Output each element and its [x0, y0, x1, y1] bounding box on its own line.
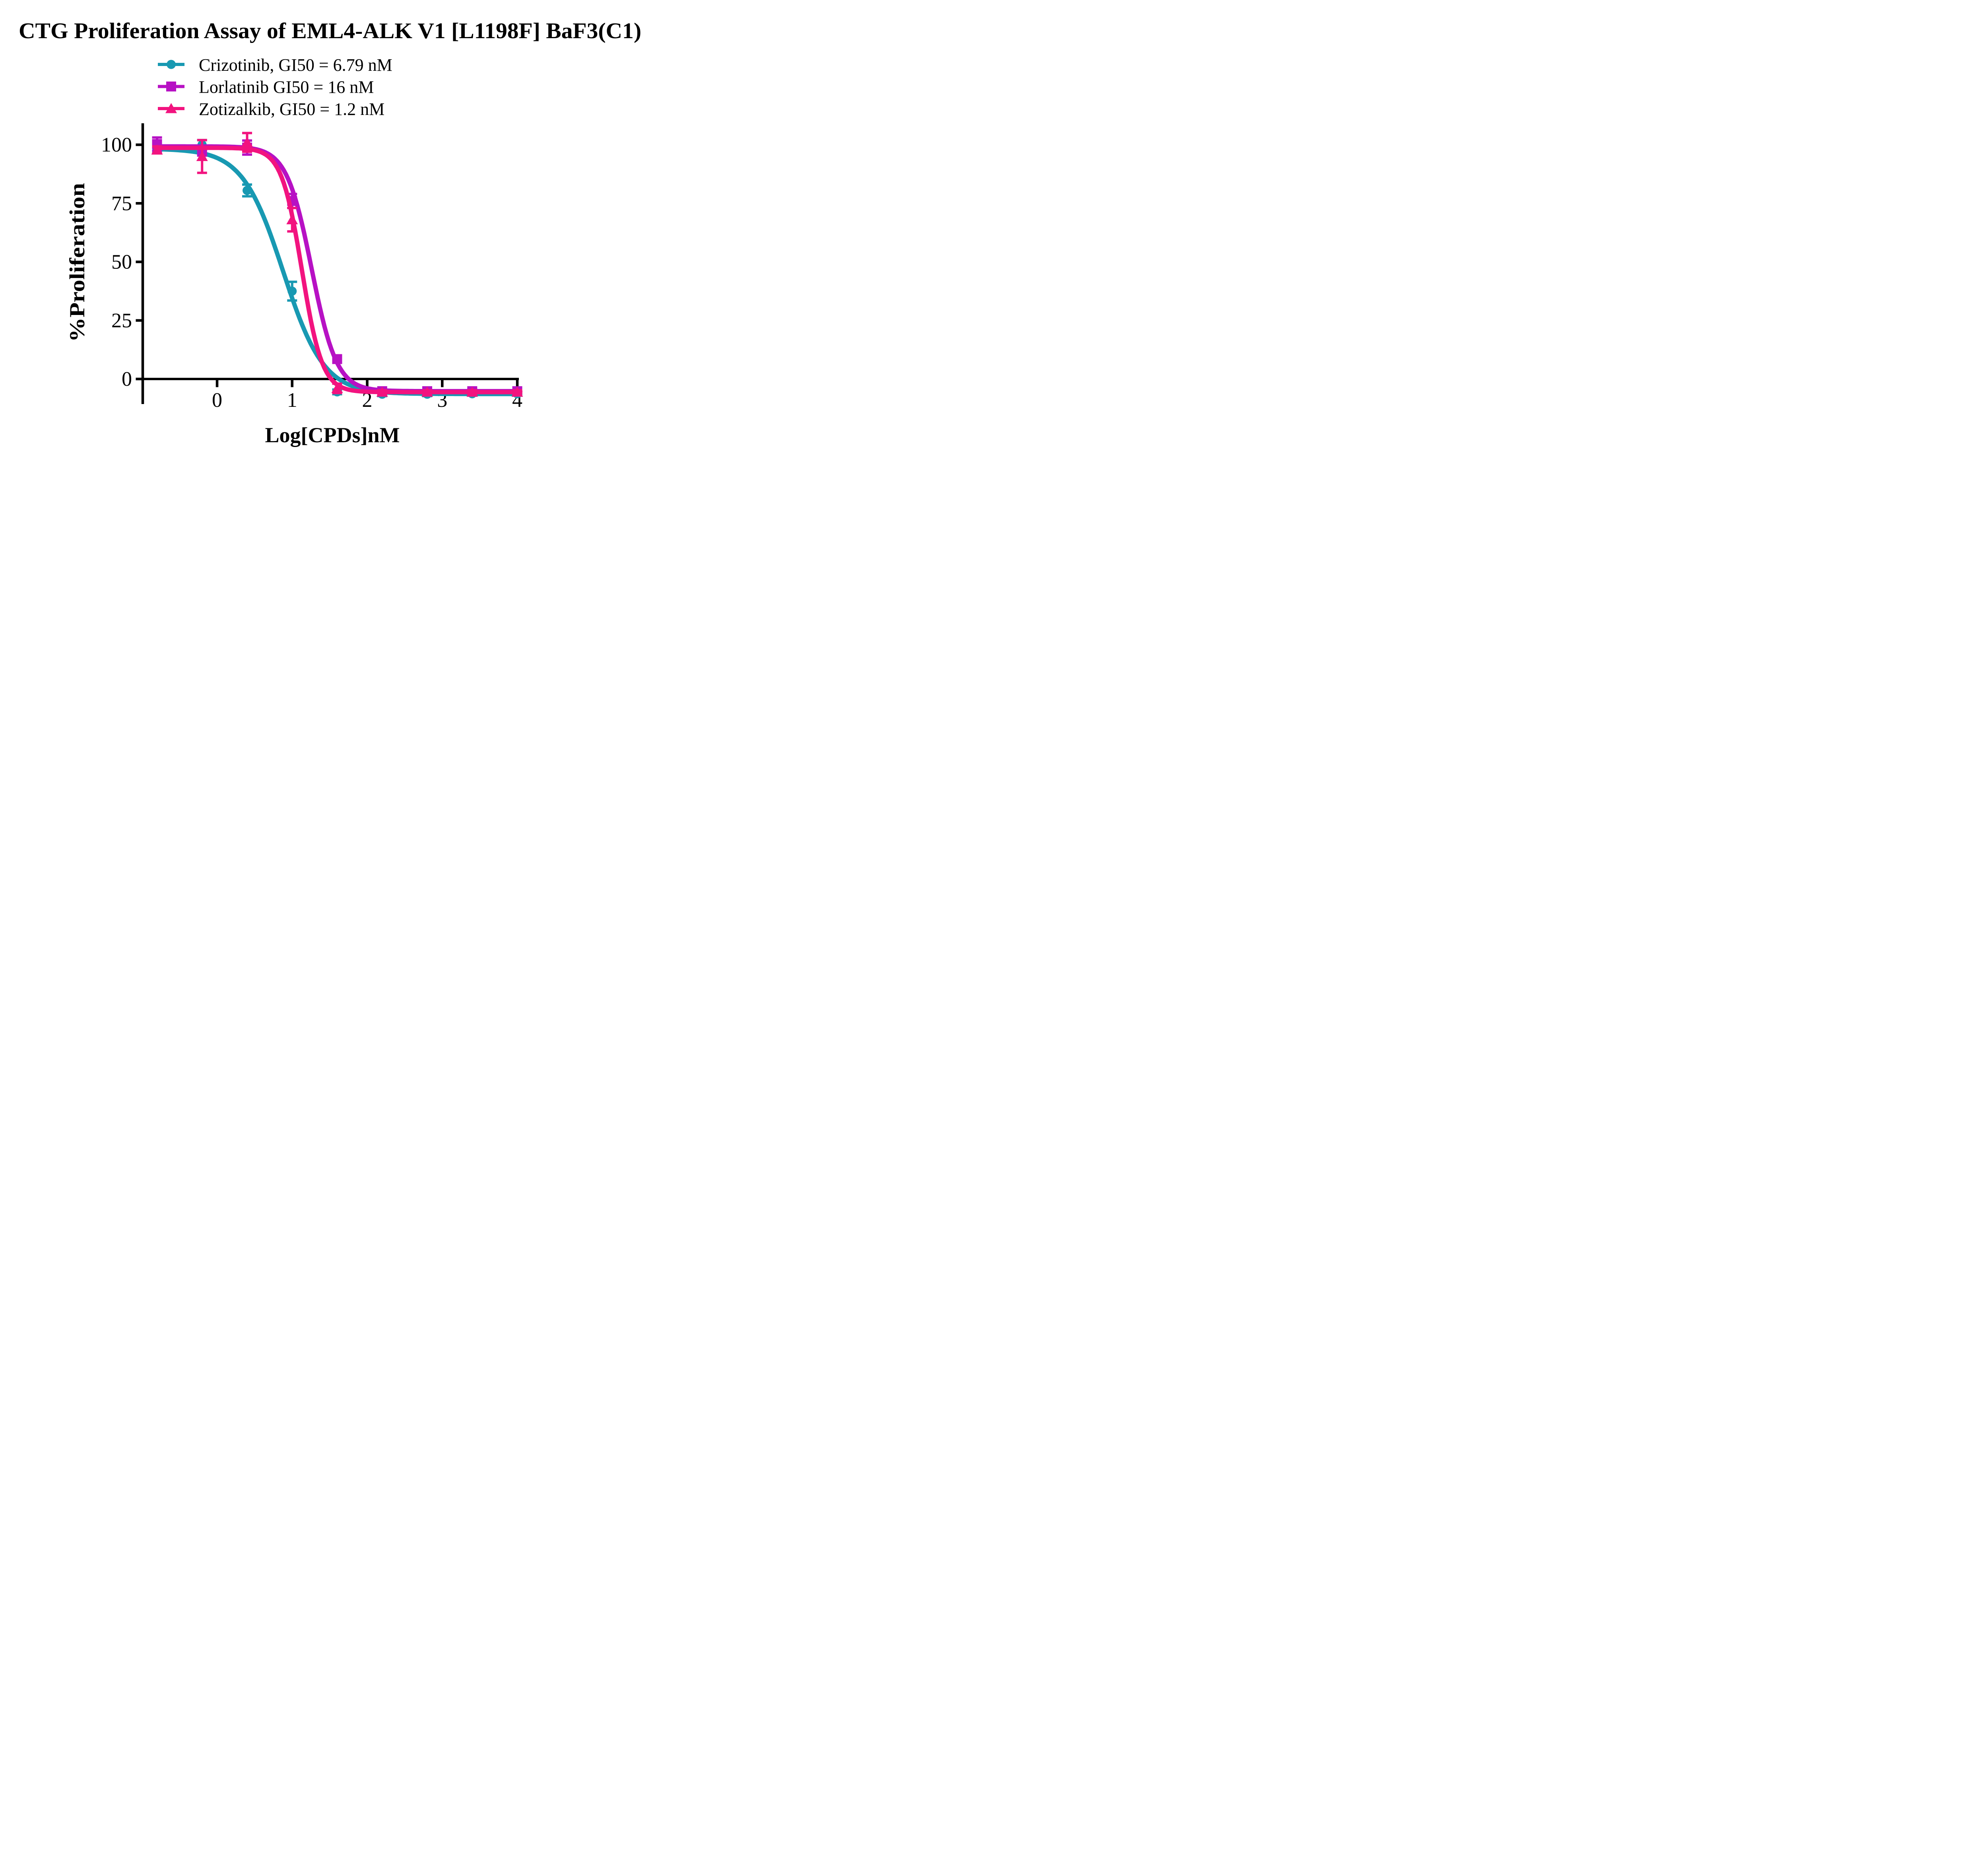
data-point-triangle	[286, 214, 298, 224]
y-axis-title: %Proliferation	[65, 183, 89, 342]
data-point-triangle	[196, 151, 208, 161]
series-triangle	[151, 132, 523, 397]
data-point-triangle	[421, 386, 433, 397]
x-axis-title: Log[CPDs]nM	[265, 423, 400, 447]
figure-page: CTG Proliferation Assay of EML4-ALK V1 […	[0, 0, 661, 462]
data-series	[151, 132, 523, 399]
legend: Crizotinib, GI50 = 6.79 nM Lorlatinib GI5…	[158, 55, 392, 119]
legend-label: Lorlatinib GI50 = 16 nM	[199, 78, 374, 97]
x-tick-label: 0	[212, 389, 222, 412]
data-point-triangle	[466, 386, 478, 397]
y-tick-label: 100	[101, 134, 132, 156]
data-point-triangle	[331, 383, 343, 393]
legend-label: Zotizalkib, GI50 = 1.2 nM	[199, 99, 384, 119]
series-square	[152, 136, 522, 396]
legend-entry: Zotizalkib, GI50 = 1.2 nM	[158, 99, 384, 119]
data-point-triangle	[151, 144, 163, 155]
data-point-triangle	[511, 386, 523, 397]
x-tick-label: 1	[287, 389, 297, 412]
y-tick-label: 25	[111, 309, 132, 332]
legend-entry: Crizotinib, GI50 = 6.79 nM	[158, 55, 392, 75]
y-tick-label: 75	[111, 192, 132, 215]
data-point-triangle	[241, 137, 253, 147]
legend-label: Crizotinib, GI50 = 6.79 nM	[199, 55, 392, 75]
dose-response-chart: CTG Proliferation Assay of EML4-ALK V1 […	[19, 19, 641, 447]
data-point-square	[166, 82, 176, 91]
data-point-circle	[287, 286, 297, 296]
data-point-triangle	[376, 386, 388, 397]
legend-entry: Lorlatinib GI50 = 16 nM	[158, 78, 374, 97]
chart-title: CTG Proliferation Assay of EML4-ALK V1 […	[19, 19, 641, 43]
y-tick-label: 0	[122, 368, 132, 391]
data-point-circle	[243, 186, 252, 195]
data-point-circle	[167, 60, 176, 69]
y-tick-label: 50	[111, 251, 132, 274]
data-point-square	[332, 354, 342, 364]
data-point-triangle	[165, 103, 177, 113]
